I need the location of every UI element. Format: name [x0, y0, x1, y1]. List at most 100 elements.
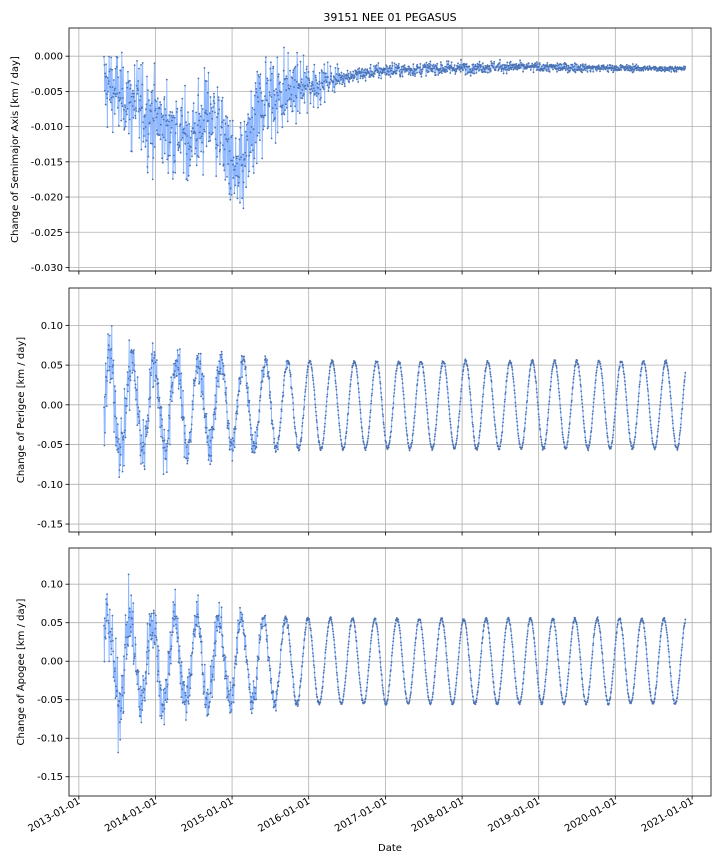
data-point — [112, 650, 114, 653]
data-point — [210, 107, 213, 109]
data-point — [139, 99, 141, 101]
data-point — [252, 128, 255, 131]
data-point — [314, 74, 317, 77]
data-point — [155, 129, 158, 132]
data-point — [285, 368, 287, 371]
data-point — [329, 81, 331, 84]
data-point — [271, 107, 274, 109]
data-point — [222, 646, 225, 649]
yticks-perigee: 0.100.050.00-0.05-0.10-0.15 — [37, 321, 69, 531]
data-point — [125, 412, 128, 414]
data-point — [145, 435, 147, 438]
data-point — [471, 415, 473, 418]
data-point — [347, 643, 350, 645]
data-point — [315, 76, 317, 79]
data-point — [111, 372, 114, 374]
data-point — [264, 355, 267, 357]
data-point — [458, 647, 461, 649]
data-point — [624, 383, 627, 386]
data-point — [377, 62, 380, 64]
data-point — [159, 715, 162, 717]
data-point — [189, 164, 191, 167]
data-point — [518, 440, 520, 442]
data-point — [555, 633, 557, 636]
data-point — [663, 66, 666, 69]
data-point — [337, 688, 340, 691]
data-point — [166, 698, 169, 700]
data-point — [300, 78, 303, 81]
data-point — [515, 687, 518, 690]
data-point — [255, 676, 258, 679]
panel-apogee: 0.100.050.00-0.05-0.10-0.15 Change of Ap… — [16, 547, 712, 800]
data-point — [484, 367, 487, 370]
data-point — [435, 418, 438, 421]
data-point — [575, 621, 578, 624]
data-point — [330, 72, 333, 75]
data-point — [119, 97, 122, 100]
data-point — [567, 431, 570, 434]
data-point — [324, 648, 327, 651]
data-point — [544, 67, 546, 70]
data-point — [368, 655, 371, 658]
data-point — [548, 403, 550, 406]
data-point — [522, 682, 524, 684]
y-tick-label: -0.05 — [37, 440, 63, 451]
data-point — [255, 88, 258, 90]
data-point — [122, 436, 124, 439]
data-point — [571, 393, 573, 395]
data-point — [160, 717, 163, 720]
data-point — [597, 361, 599, 364]
data-point — [400, 373, 403, 376]
data-point — [129, 635, 132, 637]
data-point — [469, 393, 472, 396]
data-point — [635, 426, 637, 429]
data-point — [296, 701, 298, 704]
data-point — [207, 120, 210, 122]
data-point — [537, 681, 539, 684]
data-point — [357, 387, 360, 390]
data-point — [110, 647, 113, 650]
data-point — [579, 375, 581, 377]
data-point — [335, 73, 338, 75]
data-point — [191, 110, 194, 112]
data-point — [319, 88, 322, 91]
data-point — [469, 68, 472, 71]
data-point — [146, 622, 149, 625]
data-point — [135, 110, 138, 112]
data-point — [604, 418, 607, 420]
data-point — [370, 636, 373, 639]
data-point — [681, 401, 684, 404]
data-point — [671, 409, 673, 412]
data-point — [214, 413, 216, 415]
data-point — [672, 422, 674, 425]
data-point — [158, 134, 161, 137]
data-point — [205, 692, 208, 694]
data-point — [476, 67, 479, 70]
data-point — [429, 64, 432, 66]
data-point — [151, 178, 154, 181]
data-point — [492, 682, 495, 684]
data-point — [447, 674, 450, 677]
data-point — [201, 108, 204, 110]
data-point — [396, 367, 398, 370]
data-point — [115, 417, 118, 419]
data-point — [468, 71, 471, 74]
data-point — [509, 628, 512, 630]
data-point — [519, 59, 521, 62]
data-point — [252, 442, 255, 445]
data-point — [445, 66, 448, 68]
data-point — [481, 395, 484, 398]
data-point — [237, 181, 240, 184]
data-point — [269, 94, 271, 96]
data-point — [234, 184, 237, 187]
data-point — [234, 165, 236, 168]
data-point — [218, 631, 221, 634]
data-point — [149, 615, 152, 618]
data-point — [463, 362, 466, 364]
data-point — [422, 642, 425, 645]
data-point — [110, 348, 113, 350]
data-point — [586, 444, 588, 447]
data-point — [235, 663, 238, 666]
data-point — [128, 118, 131, 121]
data-point — [645, 374, 648, 376]
